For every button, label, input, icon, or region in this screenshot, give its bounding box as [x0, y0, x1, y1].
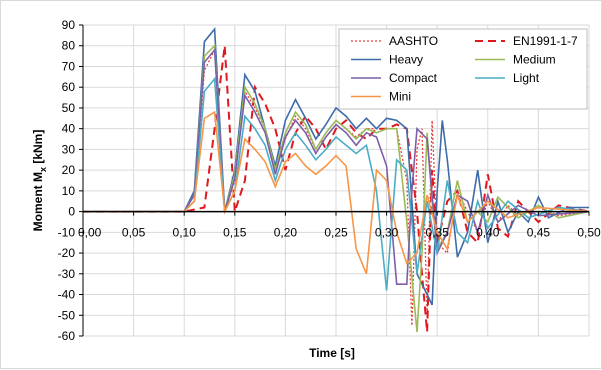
y-tick-label: -10 [58, 225, 76, 239]
x-tick-label: 0,40 [476, 225, 500, 239]
x-tick-label: 0,30 [375, 225, 399, 239]
legend-label: Medium [513, 53, 556, 67]
y-tick-label: 80 [62, 39, 76, 53]
y-tick-label: -50 [58, 308, 76, 322]
y-tick-label: -30 [58, 267, 76, 281]
legend-label: EN1991-1-7 [513, 34, 578, 48]
legend-label: Heavy [389, 53, 423, 67]
y-tick-label: 40 [62, 122, 76, 136]
legend-label: Compact [389, 71, 438, 85]
y-tick-label: -20 [58, 246, 76, 260]
x-tick-label: 0,00 [78, 225, 102, 239]
x-tick-label: 0,15 [223, 225, 247, 239]
legend: AASHTO EN1991-1-7 Heavy Medium Compact Light M… [338, 28, 588, 110]
series-lines [83, 26, 590, 332]
y-tick-label: 50 [62, 101, 76, 115]
x-tick-label: 0,20 [274, 225, 298, 239]
y-tick-label: -60 [58, 329, 76, 343]
x-tick-label: 0,10 [173, 225, 197, 239]
x-tick-label: 0,45 [527, 225, 551, 239]
x-tick-label: 0,25 [324, 225, 348, 239]
series-line-heavy [83, 26, 589, 306]
series-line-compact [83, 47, 590, 285]
y-tick-label: 10 [62, 184, 76, 198]
x-tick-label: 0,05 [122, 225, 146, 239]
x-tick-label: 0,50 [577, 225, 601, 239]
grid-lines [82, 24, 590, 337]
y-tick-label: 70 [62, 59, 76, 73]
y-tick-label: -40 [58, 288, 76, 302]
y-tick-label: 60 [62, 80, 76, 94]
series-line-en1991-1-7 [83, 45, 590, 332]
y-axis-title: Moment Mx [kNm] [31, 130, 48, 232]
legend-label: Light [513, 71, 540, 85]
legend-box [338, 28, 588, 110]
legend-label: Mini [389, 90, 411, 104]
x-tick-label: 0,35 [426, 225, 450, 239]
y-tick-label: 0 [68, 205, 75, 219]
y-tick-label: 30 [62, 142, 76, 156]
series-line-mini [83, 110, 590, 275]
y-tick-label: 90 [62, 18, 76, 32]
axes [79, 24, 590, 337]
legend-label: AASHTO [389, 34, 438, 48]
x-axis-title: Time [s] [309, 346, 355, 360]
y-tick-label: 20 [62, 163, 76, 177]
